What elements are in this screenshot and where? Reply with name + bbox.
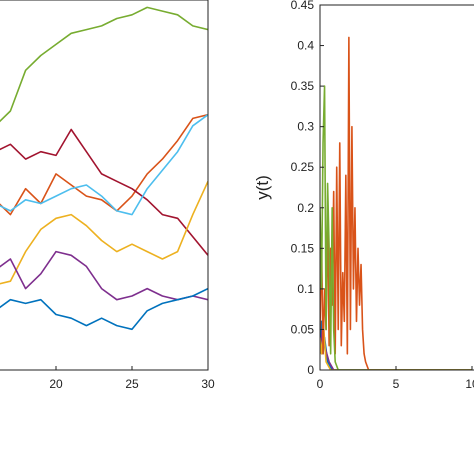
series-line	[0, 113, 208, 216]
y-tick-label: 0.2	[297, 201, 314, 215]
y-tick-label: 0.4	[297, 39, 314, 53]
y-tick-label: 0.35	[291, 79, 315, 93]
plot-area	[0, 6, 208, 331]
series-line	[0, 114, 208, 216]
series-line	[0, 128, 208, 256]
x-tick-label: 0	[317, 377, 324, 391]
x-tick-label: 10	[465, 377, 474, 391]
y-tick-label: 0.45	[291, 0, 315, 12]
x-tick-label: 25	[125, 377, 139, 391]
y-tick-label: 0.3	[297, 120, 314, 134]
series-line	[320, 328, 472, 370]
x-tick-label: 20	[49, 377, 63, 391]
y-tick-label: 0.25	[291, 160, 315, 174]
y-axis-label: y(t)	[253, 175, 272, 200]
x-tick-label: 30	[201, 377, 215, 391]
y-tick-label: 0.05	[291, 322, 315, 336]
y-tick-label: 0.1	[297, 282, 314, 296]
y-tick-label: 0	[307, 363, 314, 377]
y-tick-label: 0.15	[291, 241, 315, 255]
x-tick-label: 5	[393, 377, 400, 391]
series-line	[0, 180, 208, 285]
series-line	[320, 36, 472, 370]
series-line	[0, 250, 208, 301]
series-line	[0, 6, 208, 123]
series-line	[0, 287, 208, 331]
series-line	[320, 85, 472, 370]
